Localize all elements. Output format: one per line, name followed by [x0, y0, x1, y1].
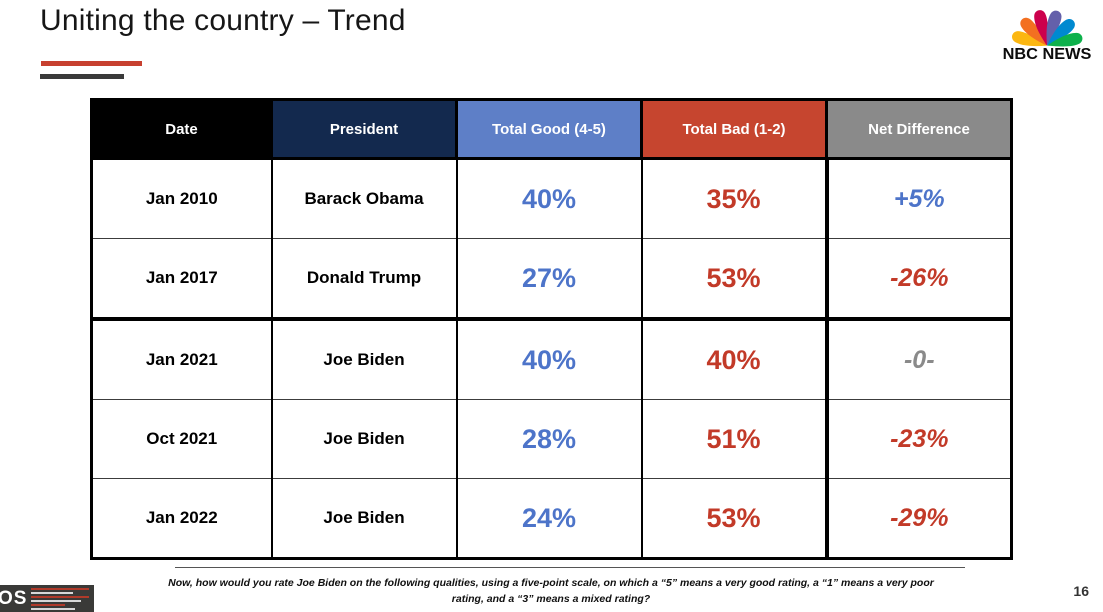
table-row: Oct 2021 Joe Biden 28% 51% -23%: [90, 399, 1013, 479]
cell-bad: 51%: [640, 399, 828, 479]
table-row: Jan 2022 Joe Biden 24% 53% -29%: [90, 478, 1013, 559]
cell-date: Oct 2021: [90, 399, 273, 479]
cell-good: 40%: [455, 318, 643, 400]
cell-good: 27%: [455, 238, 643, 321]
title-accent-bar-red: [41, 61, 142, 66]
cell-president: Donald Trump: [270, 238, 458, 321]
cell-net: -0-: [824, 318, 1013, 400]
header-president: President: [270, 98, 458, 160]
cell-net: +5%: [824, 158, 1013, 239]
survey-question-text: Now, how would you rate Joe Biden on the…: [168, 577, 934, 605]
ipsos-logo: OS: [0, 585, 94, 612]
cell-net: -23%: [824, 399, 1013, 479]
footer-divider: [175, 567, 965, 568]
cell-president: Joe Biden: [270, 318, 458, 400]
header-total-good: Total Good (4-5): [455, 98, 643, 160]
cell-good: 28%: [455, 399, 643, 479]
table-row: Jan 2010 Barack Obama 40% 35% +5%: [90, 158, 1013, 239]
cell-good: 40%: [455, 158, 643, 239]
nbc-news-logo: NBC NEWS: [997, 2, 1097, 64]
cell-bad: 53%: [640, 238, 828, 321]
cell-president: Joe Biden: [270, 399, 458, 479]
trend-table: Date President Total Good (4-5) Total Ba…: [90, 98, 1013, 560]
cell-president: Barack Obama: [270, 158, 458, 239]
cell-bad: 40%: [640, 318, 828, 400]
table-row: Jan 2021 Joe Biden 40% 40% -0-: [90, 318, 1013, 400]
cell-president: Joe Biden: [270, 478, 458, 559]
header-net-difference: Net Difference: [825, 98, 1013, 160]
page-number: 16: [1073, 583, 1089, 599]
page-title: Uniting the country – Trend: [40, 4, 406, 37]
title-accent-bar-dark: [40, 74, 124, 79]
table-header-row: Date President Total Good (4-5) Total Ba…: [90, 98, 1013, 160]
cell-net: -26%: [824, 238, 1013, 321]
nbc-news-wordmark: NBC NEWS: [1002, 46, 1092, 63]
cell-date: Jan 2021: [90, 318, 273, 400]
ipsos-logo-partial-text: OS: [0, 588, 28, 609]
cell-bad: 35%: [640, 158, 828, 239]
cell-good: 24%: [455, 478, 643, 559]
ipsos-stripes-icon: [31, 587, 90, 610]
nbc-peacock-icon: [1012, 10, 1083, 47]
cell-bad: 53%: [640, 478, 828, 559]
cell-date: Jan 2022: [90, 478, 273, 559]
table-row: Jan 2017 Donald Trump 27% 53% -26%: [90, 238, 1013, 321]
cell-date: Jan 2010: [90, 158, 273, 239]
header-total-bad: Total Bad (1-2): [640, 98, 828, 160]
cell-date: Jan 2017: [90, 238, 273, 321]
cell-net: -29%: [824, 478, 1013, 559]
header-date: Date: [90, 98, 273, 160]
